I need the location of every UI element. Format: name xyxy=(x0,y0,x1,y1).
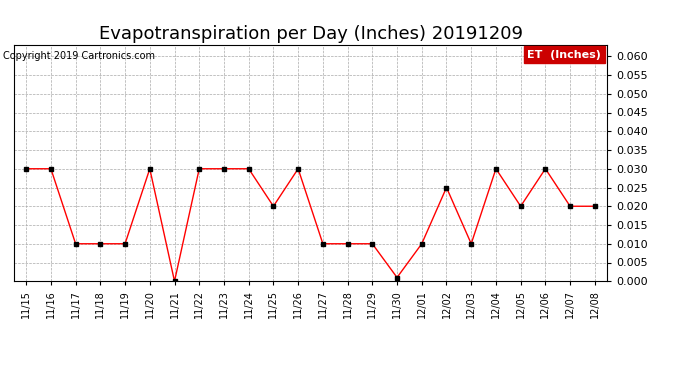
Text: ET  (Inches): ET (Inches) xyxy=(527,50,601,60)
Title: Evapotranspiration per Day (Inches) 20191209: Evapotranspiration per Day (Inches) 2019… xyxy=(99,26,522,44)
Text: Copyright 2019 Cartronics.com: Copyright 2019 Cartronics.com xyxy=(3,51,155,61)
